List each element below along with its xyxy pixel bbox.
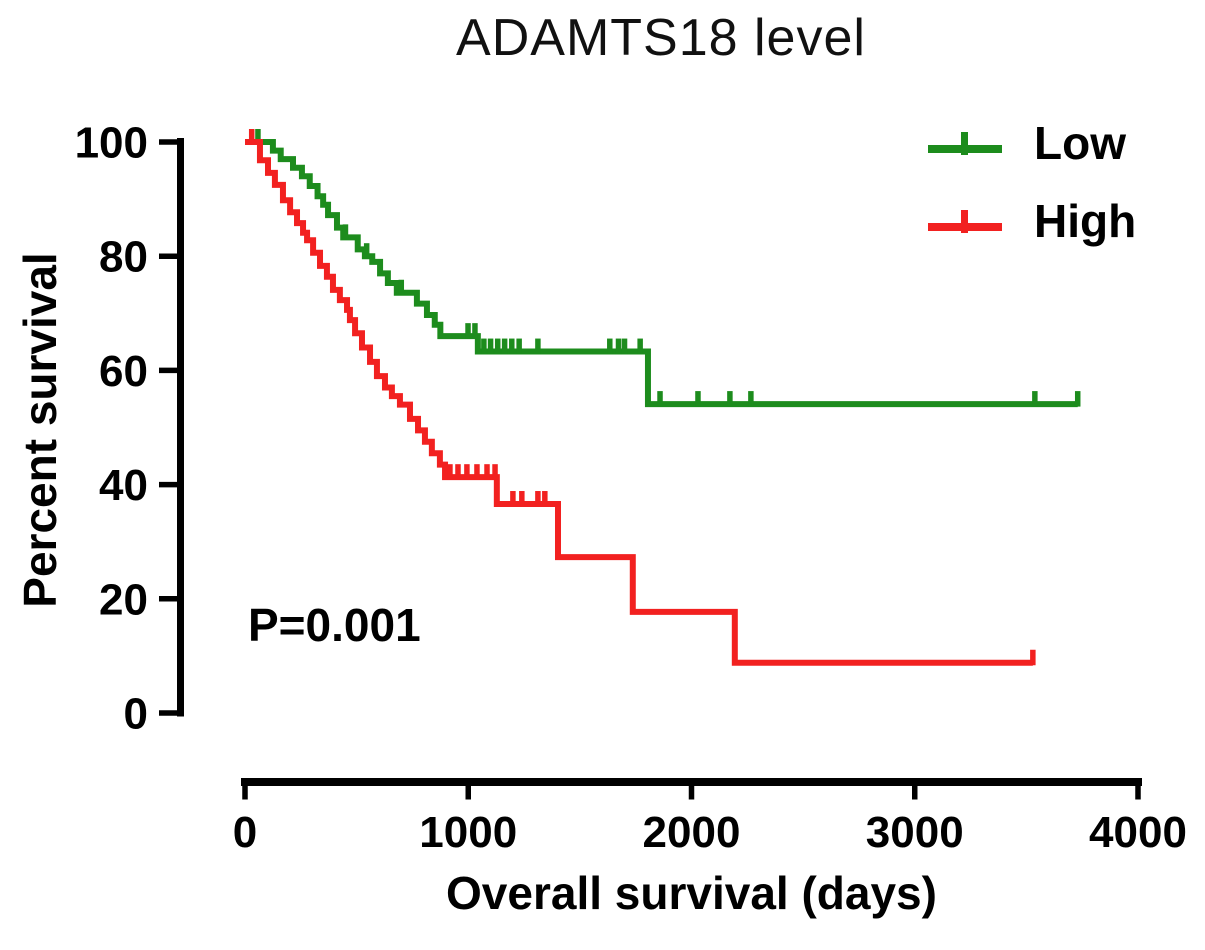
high-survival-curve bbox=[245, 139, 1033, 666]
figure-title: ADAMTS18 level bbox=[456, 9, 866, 67]
y-tick-label: 100 bbox=[75, 119, 148, 168]
y-tick-label: 60 bbox=[99, 347, 148, 396]
low-series-swatch-icon bbox=[928, 118, 1010, 164]
x-tick-label: 4000 bbox=[1089, 808, 1187, 857]
legend: Low High bbox=[920, 118, 1200, 274]
y-axis-title: Percent survival bbox=[14, 252, 66, 608]
legend-item-high: High bbox=[920, 196, 1200, 274]
low-survival-curve bbox=[245, 139, 1078, 408]
x-axis-title: Overall survival (days) bbox=[446, 867, 937, 919]
x-tick-label: 0 bbox=[233, 808, 257, 857]
legend-item-low: Low bbox=[920, 118, 1200, 196]
x-tick-label: 1000 bbox=[419, 808, 517, 857]
x-tick-label: 3000 bbox=[866, 808, 964, 857]
legend-label-low: Low bbox=[1034, 117, 1126, 169]
y-tick-label: 20 bbox=[99, 575, 148, 624]
x-tick-label: 2000 bbox=[643, 808, 741, 857]
legend-label-high: High bbox=[1034, 195, 1137, 247]
high-series-swatch-icon bbox=[928, 196, 1010, 242]
high-swatch-censor-tick bbox=[961, 210, 968, 233]
y-tick-label: 0 bbox=[124, 690, 148, 739]
y-tick-label: 80 bbox=[99, 233, 148, 282]
p-value-annotation: P=0.001 bbox=[248, 599, 421, 651]
low-swatch-censor-tick bbox=[961, 132, 968, 155]
y-tick-label: 40 bbox=[99, 461, 148, 510]
